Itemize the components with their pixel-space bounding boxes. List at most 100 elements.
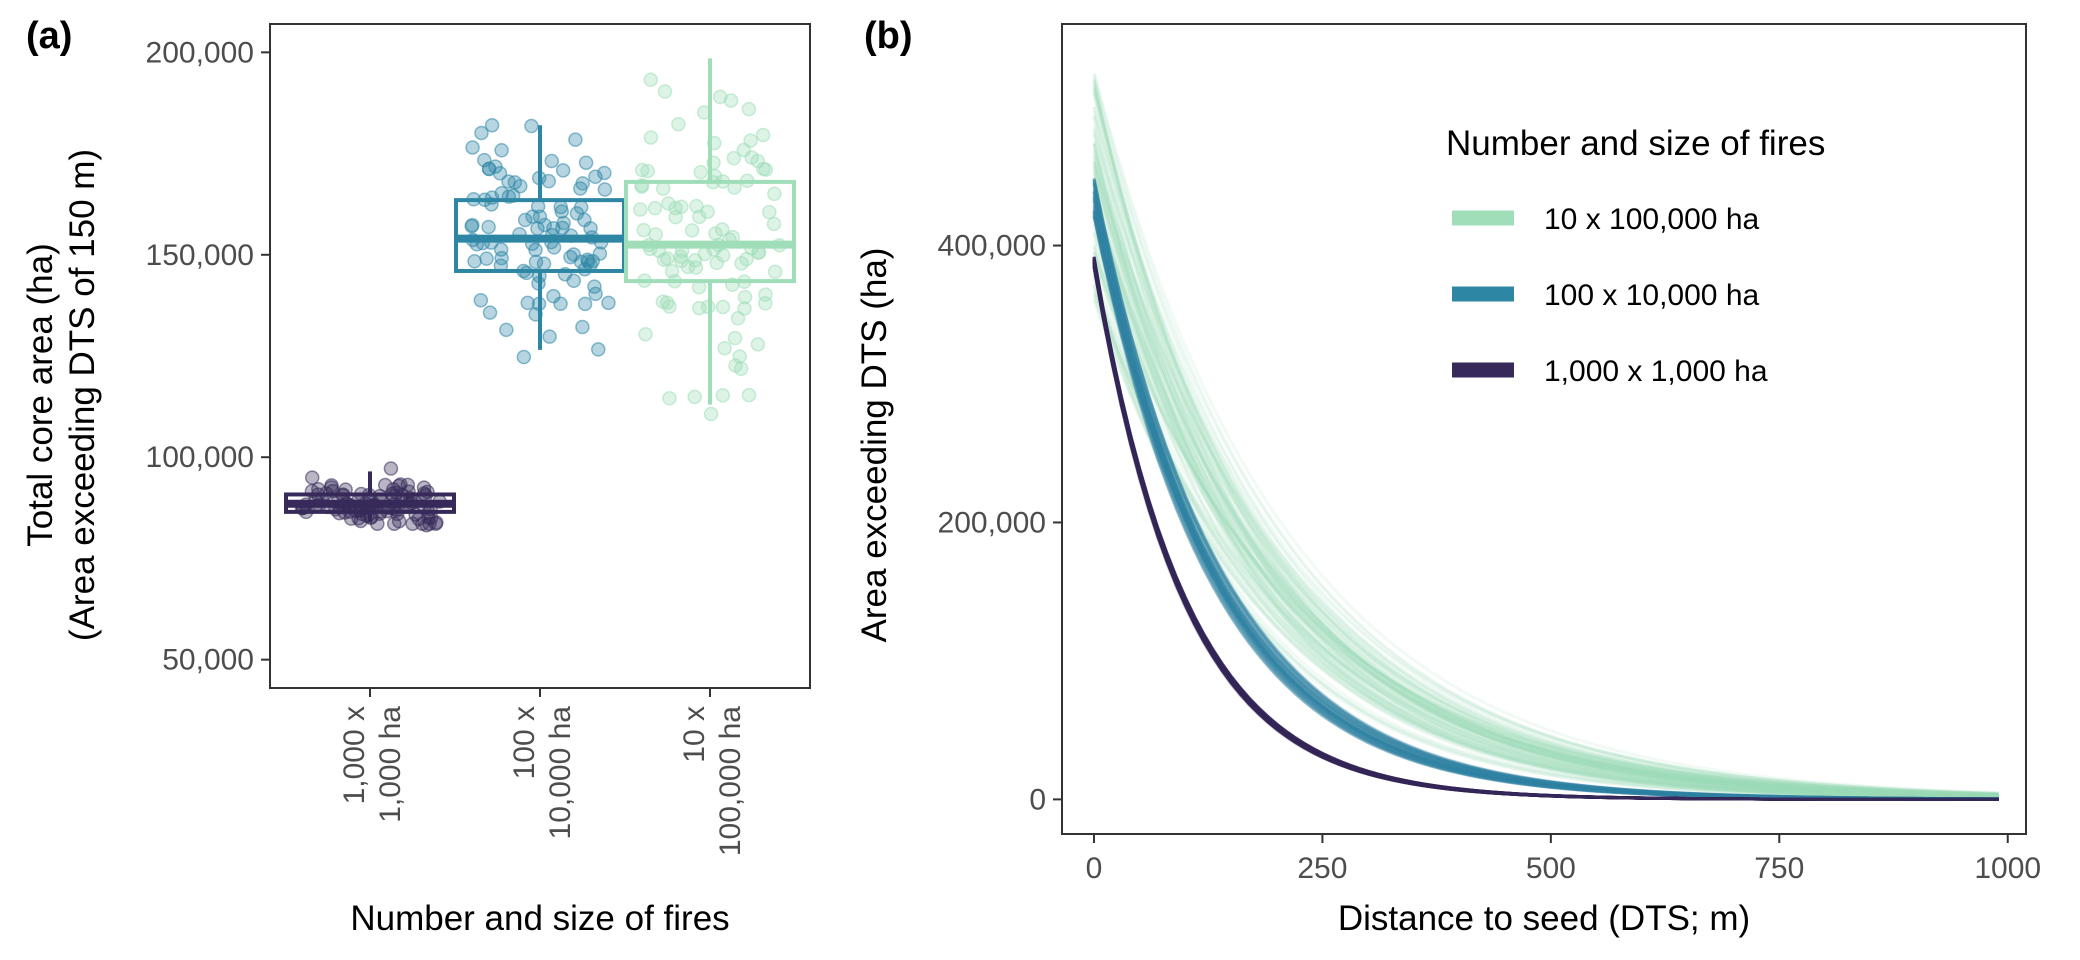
panel-a-x-tick-label: 100 x 10,000 ha	[508, 706, 577, 840]
series-replicate-line	[1092, 261, 1999, 801]
jitter-point	[688, 260, 704, 275]
series-replicate-line	[1092, 200, 1999, 801]
series-replicate-line	[1092, 265, 1999, 801]
jitter-point	[601, 295, 616, 311]
jitter-point	[741, 387, 757, 403]
series-replicate-line	[1092, 267, 1999, 801]
series-replicate-line	[1092, 195, 1999, 801]
series-replicate-line	[1092, 262, 1999, 801]
series-replicate-line	[1092, 261, 1999, 801]
series-replicate-line	[1092, 258, 1999, 801]
jitter-point	[636, 222, 651, 238]
series-replicate-line	[1092, 185, 1999, 801]
series-replicate-line	[1092, 259, 1999, 801]
series-replicate-line	[1092, 263, 1999, 801]
series-replicate-line	[1092, 166, 1999, 799]
series-replicate-line	[1092, 189, 1999, 801]
series-replicate-line	[1092, 81, 1999, 799]
panel-a-x-ticks: 1,000 x 1,000 ha 100 x 10,000 ha 10 x 100,000…	[338, 688, 747, 856]
jitter-point	[585, 253, 601, 269]
series-replicate-line	[1092, 256, 1999, 801]
legend-entry-label: 1,000 x 1,000 ha	[1544, 355, 1768, 388]
series-replicate-line	[1092, 265, 1999, 801]
series-replicate-line	[1092, 216, 1999, 801]
series-replicate-line	[1092, 166, 1999, 797]
jitter-point	[767, 186, 782, 202]
series-replicate-line	[1092, 257, 1999, 801]
jitter-point	[767, 264, 783, 279]
series-replicate-line	[1092, 179, 1999, 801]
series-replicate-line	[1092, 205, 1999, 801]
series-replicate-line	[1092, 183, 1999, 801]
jitter-point	[723, 93, 739, 108]
jitter-point	[578, 155, 594, 170]
jitter-point	[661, 196, 676, 211]
jitter-point	[655, 181, 671, 196]
panel-a-x-tick-label-line: 10 x	[678, 706, 711, 763]
series-replicate-line	[1092, 185, 1999, 799]
series-replicate-line	[1092, 264, 1999, 801]
panel-a-y-tick-label: 150,000	[146, 239, 254, 272]
jitter-point	[528, 254, 544, 270]
series-replicate-line	[1092, 266, 1999, 801]
series-replicate-line	[1092, 256, 1999, 801]
series-replicate-line	[1092, 263, 1999, 801]
series-replicate-line	[1092, 256, 1999, 801]
panel-a-x-tick-label: 1,000 x 1,000 ha	[338, 706, 407, 823]
series-replicate-line	[1092, 204, 1999, 801]
series-replicate-line	[1092, 191, 1999, 801]
series-replicate-line	[1092, 161, 1999, 795]
series-replicate-line	[1092, 260, 1999, 801]
series-replicate-line	[1092, 179, 1999, 801]
series-replicate-line	[1092, 150, 1999, 796]
series-replicate-line	[1092, 200, 1999, 801]
series-replicate-line	[1092, 259, 1999, 801]
series-replicate-line	[1092, 245, 1999, 800]
series-replicate-line	[1092, 232, 1999, 797]
jitter-point	[575, 176, 590, 191]
series-replicate-line	[1092, 273, 1999, 798]
series-replicate-line	[1092, 215, 1999, 801]
jitter-point	[473, 293, 489, 308]
series-replicate-line	[1092, 214, 1999, 801]
series-replicate-line	[1092, 179, 1999, 801]
series-replicate-line	[1092, 251, 1999, 796]
series-replicate-line	[1092, 259, 1999, 801]
series-replicate-line	[1092, 130, 1999, 797]
series-replicate-line	[1092, 263, 1999, 801]
series-replicate-line	[1092, 233, 1999, 797]
series-replicate-line	[1092, 133, 1999, 795]
panel-b-series-lines	[1092, 72, 1999, 801]
series-replicate-line	[1092, 79, 1999, 799]
panel-b-y-tick-label: 0	[1029, 783, 1046, 816]
series-replicate-line	[1092, 192, 1999, 801]
series-replicate-line	[1092, 258, 1999, 801]
jitter-point	[756, 161, 771, 177]
panel-b-x-tick-label: 250	[1297, 852, 1347, 885]
jitter-point	[693, 165, 709, 180]
outlier-point	[419, 517, 434, 533]
legend-title: Number and size of fires	[1446, 124, 1825, 163]
jitter-point	[714, 222, 730, 237]
jitter-point	[555, 220, 570, 236]
series-replicate-line	[1092, 212, 1999, 797]
jitter-point	[580, 252, 595, 268]
panel-a-x-axis-title: Number and size of fires	[350, 899, 729, 938]
series-replicate-line	[1092, 161, 1999, 797]
series-replicate-line	[1092, 259, 1999, 801]
panel-a-y-axis-title: Total core area (ha) (Area exceeding DTS…	[21, 149, 102, 641]
series-replicate-line	[1092, 251, 1999, 796]
series-replicate-line	[1092, 280, 1999, 799]
series-replicate-line	[1092, 179, 1999, 801]
series-replicate-line	[1092, 259, 1999, 800]
series-replicate-line	[1092, 196, 1999, 801]
series-replicate-line	[1092, 200, 1999, 801]
series-replicate-line	[1092, 201, 1999, 801]
panel-b-x-tick-label: 0	[1086, 852, 1103, 885]
panel-b-y-tick-label: 200,000	[938, 506, 1046, 539]
series-replicate-line	[1092, 264, 1999, 801]
series-replicate-line	[1092, 260, 1999, 801]
series-replicate-line	[1092, 193, 1999, 798]
jitter-point	[546, 240, 562, 255]
series-replicate-line	[1092, 179, 1999, 801]
